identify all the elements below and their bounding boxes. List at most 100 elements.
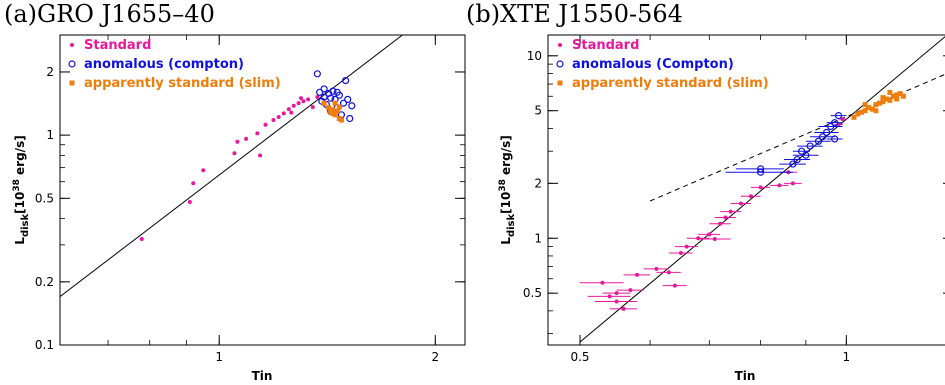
panel-a-ylabel-main: L bbox=[13, 237, 27, 245]
panel-b-prefix: (b) bbox=[466, 0, 501, 28]
data-point-standard bbox=[678, 251, 683, 256]
data-point-standard bbox=[635, 272, 640, 277]
panel-a-frame bbox=[59, 34, 466, 346]
legend-marker-slim bbox=[69, 80, 75, 86]
y-tick-label: 0.2 bbox=[35, 275, 54, 289]
panel-a-title: (a)GRO J1655–40 bbox=[4, 0, 215, 28]
data-point-slim bbox=[887, 89, 893, 95]
y-tick-label: 2 bbox=[46, 65, 54, 79]
y-tick-label: 2 bbox=[534, 176, 542, 190]
data-point-anomalous bbox=[827, 122, 835, 131]
data-point-slim bbox=[336, 104, 342, 110]
x-tick-label: 1 bbox=[215, 350, 223, 364]
data-point-standard bbox=[286, 107, 291, 112]
panel-a-marks bbox=[60, 35, 403, 298]
data-point-slim bbox=[866, 105, 872, 111]
data-point-slim bbox=[855, 111, 861, 117]
data-point-standard bbox=[707, 232, 712, 237]
data-point-standard bbox=[718, 221, 723, 226]
legend-label: Standard bbox=[84, 38, 151, 53]
panel-a-ylabel-rest: [10 bbox=[13, 192, 27, 214]
data-point-slim bbox=[873, 108, 879, 114]
data-point-standard bbox=[600, 280, 605, 285]
data-point-slim bbox=[900, 93, 906, 99]
panel-b-ylabel-sup: 38 bbox=[498, 179, 508, 192]
data-point-slim bbox=[876, 100, 882, 106]
y-tick-label: 0.1 bbox=[35, 338, 54, 352]
x-tick-label: 0.5 bbox=[570, 350, 589, 364]
data-point-standard bbox=[271, 118, 276, 123]
panel-b-name: XTE J1550-564 bbox=[500, 0, 683, 28]
data-point-anomalous bbox=[333, 88, 341, 96]
panel-b-title: (b)XTE J1550-564 bbox=[466, 0, 683, 28]
data-point-slim bbox=[330, 110, 336, 116]
y-tick-label: 1 bbox=[534, 231, 542, 245]
data-point-anomalous bbox=[348, 102, 356, 110]
fit-line bbox=[579, 36, 945, 343]
data-point-slim bbox=[858, 109, 864, 115]
panel-a-name: GRO J1655–40 bbox=[37, 0, 215, 28]
data-point-standard bbox=[310, 105, 315, 110]
legend-label: apparently standard (slim) bbox=[84, 76, 281, 91]
y-tick-label: 0.5 bbox=[523, 286, 542, 300]
panel-b-ylabel-unit: erg/s] bbox=[499, 135, 513, 179]
panel-a-ylabel-sub: disk bbox=[20, 214, 31, 238]
data-point-anomalous bbox=[327, 94, 335, 102]
data-point-anomalous bbox=[831, 135, 839, 143]
data-point-slim bbox=[336, 116, 342, 122]
data-point-standard bbox=[777, 183, 782, 188]
data-point-slim bbox=[326, 105, 332, 111]
panel-b-marks bbox=[579, 36, 945, 343]
data-point-standard bbox=[281, 111, 286, 116]
legend-label: anomalous (compton) bbox=[84, 57, 244, 72]
data-point-standard bbox=[607, 294, 612, 299]
legend-label: anomalous (Compton) bbox=[572, 57, 734, 72]
data-point-standard bbox=[191, 181, 196, 186]
data-point-standard bbox=[296, 101, 301, 106]
y-tick-label: 10 bbox=[527, 49, 542, 63]
legend-label: apparently standard (slim) bbox=[572, 76, 769, 91]
data-point-anomalous bbox=[823, 128, 831, 137]
data-point-standard bbox=[263, 122, 268, 127]
data-point-standard bbox=[728, 209, 733, 214]
data-point-standard bbox=[614, 299, 619, 304]
data-point-standard bbox=[621, 306, 626, 311]
panel-b-ylabel-sub: disk bbox=[506, 214, 517, 238]
data-point-standard bbox=[738, 201, 743, 206]
data-point-anomalous bbox=[797, 147, 806, 155]
data-point-standard bbox=[255, 131, 260, 136]
data-point-anomalous bbox=[793, 155, 801, 164]
data-point-standard bbox=[301, 99, 306, 104]
legend-label: Standard bbox=[572, 38, 639, 53]
data-point-slim bbox=[862, 102, 868, 108]
data-point-anomalous bbox=[814, 137, 823, 145]
data-point-standard bbox=[139, 236, 144, 241]
panel-a-ylabel: Ldisk[1038 erg/s] bbox=[12, 135, 31, 244]
data-point-slim bbox=[897, 91, 903, 97]
data-point-slim bbox=[883, 96, 889, 102]
data-point-anomalous bbox=[757, 165, 765, 173]
legend-marker-anomalous bbox=[556, 60, 564, 68]
data-point-standard bbox=[315, 94, 320, 99]
data-point-slim bbox=[332, 100, 338, 106]
data-point-anomalous bbox=[339, 99, 348, 107]
data-point-slim bbox=[880, 95, 886, 101]
data-point-standard bbox=[654, 266, 659, 271]
panel-a-ylabel-unit: erg/s] bbox=[13, 135, 27, 179]
panel-a-ylabel-sup: 38 bbox=[12, 179, 22, 192]
data-point-slim bbox=[862, 108, 868, 114]
x-tick-label: 1 bbox=[843, 350, 851, 364]
data-point-standard bbox=[232, 151, 237, 156]
data-point-anomalous bbox=[802, 151, 810, 159]
panel-b-ylabel-main: L bbox=[499, 237, 513, 245]
data-point-anomalous bbox=[329, 87, 337, 95]
data-point-standard bbox=[299, 96, 304, 101]
panel-b-legend: Standard anomalous (Compton) apparently st… bbox=[556, 38, 769, 91]
data-point-standard bbox=[276, 115, 281, 120]
data-point-slim bbox=[321, 100, 327, 106]
data-point-slim bbox=[894, 96, 900, 102]
panel-a-legend: Standard anomalous (compton) apparently st… bbox=[68, 38, 281, 91]
data-point-slim bbox=[894, 92, 900, 98]
data-point-anomalous bbox=[818, 133, 827, 141]
